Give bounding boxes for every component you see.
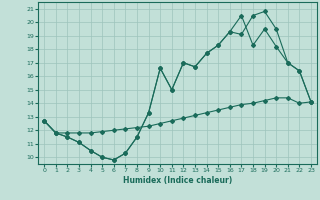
X-axis label: Humidex (Indice chaleur): Humidex (Indice chaleur)	[123, 176, 232, 185]
